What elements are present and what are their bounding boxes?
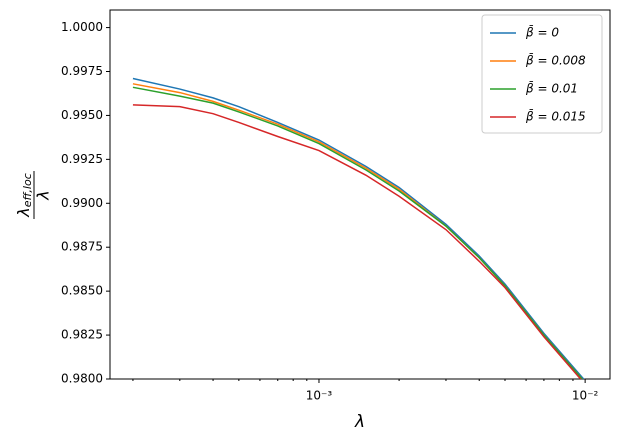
y-tick-label: 0.9950 [61, 108, 103, 122]
legend-label: β̄ = 0.008 [525, 53, 586, 67]
legend-label: β̄ = 0.015 [525, 109, 586, 123]
y-tick-label: 0.9800 [61, 372, 103, 386]
y-tick-label: 1.0000 [61, 20, 103, 34]
legend-label: β̄ = 0.01 [525, 81, 578, 95]
y-label-subscript: eff,loc [21, 173, 34, 207]
series-line [132, 104, 582, 379]
y-label-symbol: λ [14, 207, 33, 217]
y-label-numerator: λeff,loc [14, 173, 35, 218]
y-axis-label: λeff,loc λ [14, 171, 53, 219]
y-tick-label: 0.9925 [61, 152, 103, 166]
plot-lines [132, 77, 585, 379]
y-tick-label: 0.9850 [61, 284, 103, 298]
y-tick-label: 0.9975 [61, 64, 103, 78]
y-tick-label: 0.9900 [61, 196, 103, 210]
x-axis-label: λ [354, 412, 365, 432]
series-line [132, 86, 584, 379]
y-tick-label: 0.9825 [61, 328, 103, 342]
legend-label: β̄ = 0 [525, 25, 559, 39]
series-line [132, 77, 585, 379]
plot-frame [109, 9, 611, 380]
y-label-denominator: λ [34, 190, 53, 200]
x-tick-label: 10⁻³ [306, 389, 333, 403]
legend-box [481, 14, 603, 134]
y-tick-label: 0.9875 [61, 240, 103, 254]
x-tick-label: 10⁻² [572, 389, 599, 403]
